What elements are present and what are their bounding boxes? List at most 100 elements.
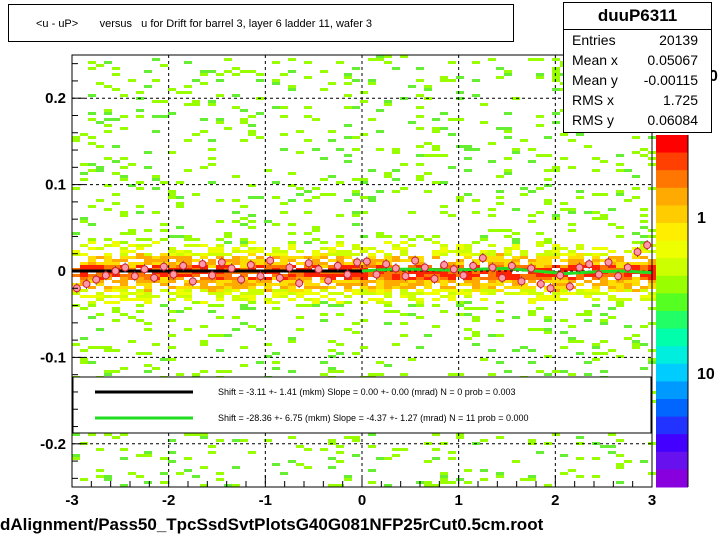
heatmap-cell	[136, 262, 144, 265]
heatmap-cell	[336, 256, 344, 259]
heatmap-cell	[256, 79, 264, 82]
heatmap-cell	[496, 436, 504, 439]
heatmap-cell	[200, 433, 208, 436]
heatmap-cell	[256, 292, 264, 295]
heatmap-cell	[400, 448, 408, 451]
heatmap-cell	[384, 295, 392, 298]
heatmap-cell	[144, 244, 152, 247]
heatmap-cell	[632, 346, 640, 349]
heatmap-cell	[376, 457, 384, 460]
heatmap-cell	[88, 94, 96, 97]
heatmap-cell	[144, 166, 152, 169]
heatmap-cell	[512, 259, 520, 262]
heatmap-cell	[640, 247, 648, 250]
heatmap-cell	[160, 100, 168, 103]
heatmap-cell	[328, 247, 336, 250]
heatmap-cell	[112, 259, 120, 262]
heatmap-cell	[120, 256, 128, 259]
heatmap-cell	[416, 271, 424, 274]
heatmap-cell	[552, 244, 560, 247]
heatmap-cell	[224, 280, 232, 283]
heatmap-cell	[184, 61, 192, 64]
heatmap-cell	[480, 238, 488, 241]
heatmap-cell	[240, 250, 248, 253]
heatmap-cell	[376, 277, 384, 280]
heatmap-cell	[400, 283, 408, 286]
heatmap-cell	[384, 256, 392, 259]
heatmap-cell	[312, 187, 320, 190]
heatmap-cell	[576, 274, 584, 277]
heatmap-cell	[592, 475, 600, 478]
heatmap-cell	[424, 142, 432, 145]
heatmap-cell	[576, 196, 584, 199]
heatmap-cell	[544, 316, 552, 319]
heatmap-cell	[576, 292, 584, 295]
heatmap-cell	[464, 256, 472, 259]
heatmap-cell	[120, 313, 128, 316]
heatmap-cell	[568, 325, 576, 328]
heatmap-cell	[152, 241, 160, 244]
heatmap-cell	[576, 253, 584, 256]
heatmap-cell	[336, 148, 344, 151]
heatmap-cell	[320, 280, 328, 283]
heatmap-cell	[392, 169, 400, 172]
heatmap-cell	[160, 223, 168, 226]
heatmap-cell	[352, 193, 360, 196]
heatmap-cell	[488, 274, 496, 277]
heatmap-cell	[360, 280, 368, 283]
heatmap-cell	[96, 283, 104, 286]
heatmap-cell	[392, 454, 400, 457]
heatmap-cell	[120, 280, 128, 283]
heatmap-cell	[288, 283, 296, 286]
heatmap-cell	[168, 439, 176, 442]
heatmap-cell	[120, 94, 128, 97]
heatmap-cell	[616, 256, 624, 259]
heatmap-cell	[440, 244, 448, 247]
heatmap-cell	[440, 295, 448, 298]
heatmap-cell	[432, 130, 440, 133]
heatmap-cell	[416, 79, 424, 82]
heatmap-cell	[320, 88, 328, 91]
heatmap-cell	[240, 259, 248, 262]
heatmap-cell	[552, 265, 560, 268]
heatmap-cell	[472, 241, 480, 244]
heatmap-cell	[120, 283, 128, 286]
heatmap-cell	[72, 253, 80, 256]
heatmap-cell	[560, 331, 568, 334]
heatmap-cell	[352, 352, 360, 355]
heatmap-cell	[520, 478, 528, 481]
heatmap-cell	[392, 280, 400, 283]
heatmap-cell	[432, 235, 440, 238]
heatmap-cell	[232, 220, 240, 223]
heatmap-cell	[368, 469, 376, 472]
heatmap-cell	[360, 265, 368, 268]
heatmap-cell	[464, 301, 472, 304]
heatmap-cell	[344, 124, 352, 127]
heatmap-cell	[384, 55, 392, 58]
heatmap-cell	[120, 274, 128, 277]
heatmap-cell	[240, 262, 248, 265]
heatmap-cell	[216, 220, 224, 223]
heatmap-cell	[528, 301, 536, 304]
heatmap-cell	[440, 112, 448, 115]
heatmap-cell	[560, 265, 568, 268]
heatmap-cell	[88, 265, 96, 268]
heatmap-cell	[504, 259, 512, 262]
heatmap-cell	[208, 445, 216, 448]
heatmap-cell	[88, 259, 96, 262]
heatmap-cell	[152, 115, 160, 118]
heatmap-cell	[256, 280, 264, 283]
heatmap-cell	[256, 136, 264, 139]
heatmap-cell	[144, 451, 152, 454]
heatmap-cell	[144, 352, 152, 355]
heatmap-cell	[592, 292, 600, 295]
heatmap-cell	[128, 244, 136, 247]
heatmap-cell	[608, 208, 616, 211]
heatmap-cell	[280, 265, 288, 268]
heatmap-cell	[552, 250, 560, 253]
heatmap-cell	[440, 271, 448, 274]
heatmap-cell	[328, 298, 336, 301]
heatmap-cell	[544, 178, 552, 181]
heatmap-cell	[640, 265, 648, 268]
heatmap-cell	[280, 292, 288, 295]
